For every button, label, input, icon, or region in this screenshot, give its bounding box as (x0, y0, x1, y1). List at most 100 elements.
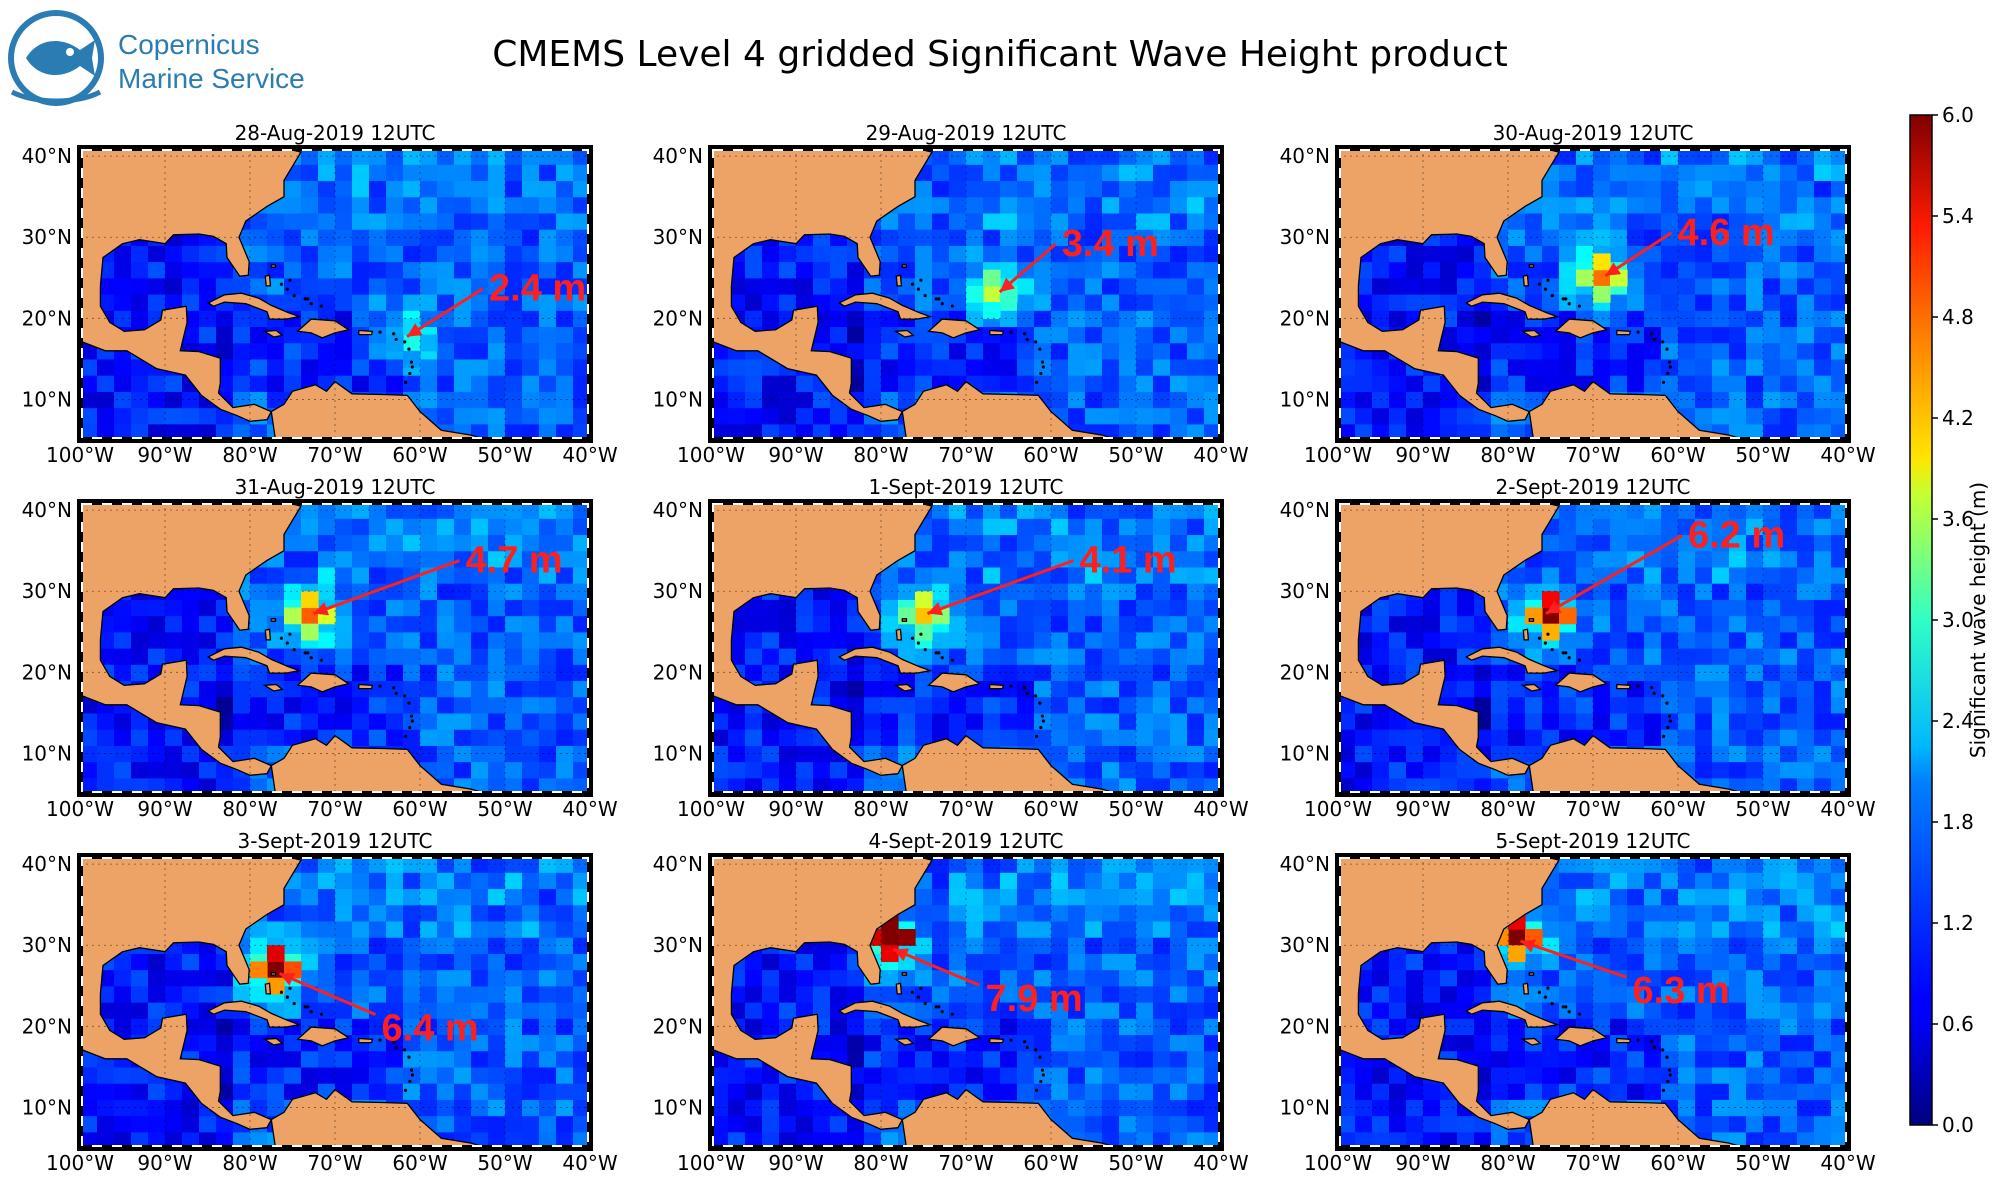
x-tick-label: 70°W (307, 1151, 362, 1175)
colorbar-tick-label: 5.4 (1942, 204, 1974, 228)
x-tick-label: 60°W (392, 443, 447, 467)
x-tick-label: 50°W (1108, 797, 1163, 821)
colorbar-tick-label: 4.2 (1942, 406, 1974, 430)
colorbar-gradient (1909, 114, 1933, 1126)
x-tick-label: 80°W (222, 1151, 277, 1175)
x-tick-label: 70°W (1565, 443, 1620, 467)
land-mass (1616, 1037, 1632, 1044)
x-tick-label: 90°W (137, 797, 192, 821)
x-tick-label: 60°W (1650, 797, 1705, 821)
land-mass (927, 672, 982, 693)
y-tick-label: 30°N (22, 933, 72, 957)
land-mass (270, 618, 277, 622)
y-tick-label: 40°N (1280, 144, 1330, 168)
x-tick-label: 100°W (46, 443, 114, 467)
x-tick-label: 60°W (392, 1151, 447, 1175)
x-tick-label: 100°W (1304, 1151, 1372, 1175)
x-tick-label: 80°W (222, 443, 277, 467)
land-mass (358, 1037, 374, 1044)
x-tick-label: 80°W (1480, 443, 1535, 467)
land-mass (1554, 1026, 1609, 1047)
land-mass (296, 1026, 351, 1047)
x-tick-label: 60°W (1650, 443, 1705, 467)
land-mass (711, 856, 934, 1130)
land-mass (80, 856, 303, 1130)
annotation-arrow (1545, 534, 1683, 615)
x-tick-label: 40°W (1820, 443, 1875, 467)
x-tick-label: 80°W (853, 443, 908, 467)
y-tick-label: 40°N (653, 498, 703, 522)
x-tick-label: 40°W (1193, 1151, 1248, 1175)
x-tick-label: 100°W (677, 797, 745, 821)
land-mass (262, 329, 284, 338)
y-tick-label: 20°N (653, 306, 703, 330)
x-tick-label: 80°W (853, 1151, 908, 1175)
x-tick-label: 90°W (768, 1151, 823, 1175)
y-tick-label: 10°N (653, 1095, 703, 1119)
y-tick-label: 10°N (1280, 387, 1330, 411)
x-tick-label: 70°W (1565, 1151, 1620, 1175)
map-panel: 2-Sept-2019 12UTC 100°W 90°W 80°W 70°W 60°W 50… (1280, 475, 1876, 821)
land-mass (80, 148, 303, 422)
land-mass (989, 329, 1005, 336)
colorbar-tick-label: 1.2 (1942, 911, 1974, 935)
land-mass (1464, 292, 1560, 320)
colorbar-tick-label: 4.8 (1942, 305, 1974, 329)
peak-annotation-label: 3.4 m (1062, 223, 1159, 265)
peak-annotation-label: 7.9 m (986, 978, 1083, 1020)
y-tick-label: 20°N (1280, 306, 1330, 330)
land-mass (927, 318, 982, 339)
logo-line-1: Copernicus (118, 29, 260, 60)
land-mass (895, 628, 903, 641)
y-tick-label: 40°N (22, 852, 72, 876)
colorbar-tick-label: 0.0 (1942, 1113, 1974, 1137)
annotation-arrow (278, 972, 377, 1016)
x-tick-label: 40°W (562, 443, 617, 467)
map-panel: 29-Aug-2019 12UTC 100°W 90°W 80°W 70°W 60°W 50… (653, 121, 1249, 467)
land-mass (80, 502, 303, 776)
x-tick-label: 60°W (1023, 1151, 1078, 1175)
x-tick-label: 60°W (392, 797, 447, 821)
y-tick-label: 10°N (1280, 1095, 1330, 1119)
y-tick-label: 40°N (653, 144, 703, 168)
x-tick-label: 50°W (1735, 1151, 1790, 1175)
land-mass (262, 1037, 284, 1046)
land-mass (264, 982, 272, 995)
land-mass (1520, 329, 1542, 338)
panel-title: 30-Aug-2019 12UTC (1493, 121, 1694, 145)
land-mass (1464, 646, 1560, 674)
land-mass (901, 972, 908, 976)
land-mass (1464, 1000, 1560, 1028)
x-tick-label: 70°W (938, 797, 993, 821)
figure-title: CMEMS Level 4 gridded Significant Wave H… (492, 34, 1508, 75)
land-mass (893, 683, 915, 692)
land-mass (1522, 628, 1530, 641)
panel-title: 28-Aug-2019 12UTC (235, 121, 436, 145)
land-mass (837, 646, 933, 674)
land-mass (893, 329, 915, 338)
colorbar-tick-label: 2.4 (1942, 709, 1974, 733)
y-tick-label: 40°N (653, 852, 703, 876)
land-mass (989, 1037, 1005, 1044)
y-tick-label: 30°N (22, 225, 72, 249)
panel-title: 31-Aug-2019 12UTC (235, 475, 436, 499)
copernicus-logo: Copernicus Marine Service (8, 10, 305, 106)
peak-annotation-label: 2.4 m (489, 268, 586, 310)
x-tick-label: 90°W (1395, 1151, 1450, 1175)
y-tick-label: 20°N (1280, 660, 1330, 684)
annotation-arrow (312, 559, 461, 615)
land-mass (837, 1000, 933, 1028)
y-tick-label: 10°N (1280, 741, 1330, 765)
colorbar-tick-label: 3.0 (1942, 608, 1974, 632)
x-tick-label: 80°W (1480, 797, 1535, 821)
land-mass (358, 329, 374, 336)
y-tick-label: 20°N (653, 1014, 703, 1038)
land-mass (1522, 274, 1530, 287)
map-panel: 1-Sept-2019 12UTC 100°W 90°W 80°W 70°W 60°W 50… (653, 475, 1249, 821)
x-tick-label: 70°W (1565, 797, 1620, 821)
land-mass (1520, 683, 1542, 692)
y-tick-label: 30°N (1280, 933, 1330, 957)
x-tick-label: 50°W (1108, 443, 1163, 467)
map-panel: 4-Sept-2019 12UTC 100°W 90°W 80°W 70°W 60°W 50… (653, 829, 1249, 1175)
